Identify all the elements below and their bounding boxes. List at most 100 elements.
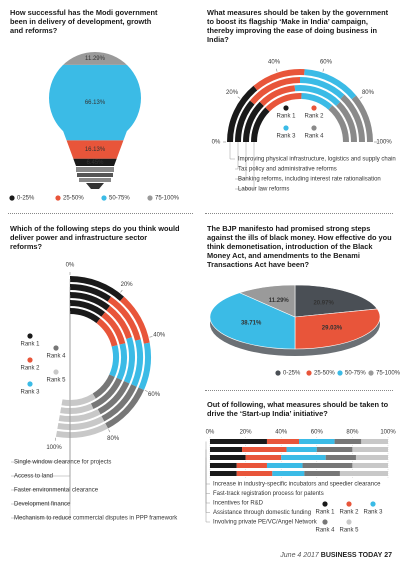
separator — [8, 213, 193, 214]
arc-segment — [227, 85, 258, 143]
arc-segment — [294, 85, 341, 107]
bar-segment — [245, 455, 282, 460]
legend-label: Rank 5 — [339, 528, 359, 534]
arc-segment — [61, 393, 96, 406]
legend-swatch — [311, 125, 317, 131]
category-label: Assistance through domestic funding — [213, 510, 311, 516]
legend-label: 50-75% — [109, 196, 130, 202]
leader-line — [235, 142, 247, 180]
tick-label: 60% — [320, 60, 333, 66]
legend-label: Rank 4 — [46, 354, 66, 360]
leader-line — [205, 473, 210, 523]
legend-swatch — [337, 370, 343, 376]
tick-label: 20% — [240, 430, 253, 436]
legend-swatch — [275, 370, 281, 376]
leader-line — [205, 441, 210, 485]
chart-title: Which of the following steps do you thin… — [10, 224, 180, 251]
tick-label: 40% — [275, 430, 288, 436]
radial-chart: 0% 20% 40% 60% 80% 100% Improving physical inf… — [212, 60, 396, 193]
leader-line — [11, 311, 71, 519]
bar-segment — [299, 439, 335, 444]
legend-label: Rank 3 — [20, 390, 40, 396]
legend-swatch — [147, 195, 153, 201]
category-label: Access to land — [14, 474, 53, 480]
bar-segment — [355, 455, 388, 460]
pie-slice — [209, 292, 296, 350]
bulb-segment — [49, 64, 141, 141]
footer-publication: BUSINESS TODAY — [320, 552, 383, 559]
legend-swatch — [53, 345, 59, 351]
arc-segment — [259, 85, 296, 107]
separator — [205, 390, 393, 391]
arc-segment — [351, 95, 373, 143]
bar-segment — [210, 447, 243, 452]
bulb-base — [79, 178, 111, 182]
tick-label: 20% — [226, 90, 239, 96]
tick-label: 20% — [121, 282, 134, 288]
bar-segment — [302, 463, 353, 468]
separator — [205, 213, 393, 214]
arc-segment — [340, 94, 365, 143]
leader-line — [205, 457, 210, 504]
bar-segment — [210, 439, 267, 444]
arc-segment — [131, 339, 143, 387]
arc-segment — [96, 318, 118, 347]
arc-segment — [335, 101, 357, 143]
bar-segment — [334, 439, 362, 444]
pie-slice — [294, 308, 381, 350]
arc-segment — [57, 416, 105, 430]
pie-slice — [238, 284, 296, 318]
legend-swatch — [346, 501, 352, 507]
radial-chart: 0% 20% 40% 60% 80% 100% Single window clearanc… — [11, 263, 178, 522]
legend-label: Rank 5 — [46, 378, 66, 384]
category-label: Involving private PE/VC/Angel Network — [213, 520, 318, 526]
bulb-tip — [86, 183, 104, 189]
arc-segment — [253, 69, 305, 91]
tick-label: 40% — [153, 332, 166, 338]
tick-label: 100% — [376, 140, 392, 146]
arc-segment — [97, 380, 130, 415]
bar-segment — [352, 463, 388, 468]
tick-mark — [108, 429, 111, 433]
legend-swatch — [346, 519, 352, 525]
legend-swatch — [27, 333, 33, 339]
arc-segment — [69, 276, 124, 302]
bulb-chart: 6.45% 16.13% 66.13% 11.29% 0-25% 25-50% 50-75%… — [9, 52, 180, 202]
leader-line — [235, 142, 255, 190]
tick-mark — [144, 390, 148, 392]
arc-segment — [69, 308, 101, 324]
bar-segment — [325, 455, 356, 460]
legend-swatch — [368, 370, 374, 376]
category-label: Incentives for R&D — [213, 501, 264, 507]
arc-segment — [249, 77, 301, 105]
bar-segment — [339, 471, 388, 476]
chart-title: The BJP manifesto had promised strong st… — [207, 224, 392, 269]
bulb-base — [76, 167, 114, 172]
bar-segment — [352, 447, 388, 452]
bulb-segment — [49, 140, 141, 159]
tick-label: 0% — [212, 140, 221, 146]
tick-label: 80% — [362, 90, 375, 96]
pie-chart: 20.97% 29.03% 38.71% 11.29% 0-25% 25-50% 50-75… — [209, 284, 400, 377]
legend-label: Rank 1 — [20, 342, 40, 348]
chart-title: How successful has the Modi government b… — [10, 8, 158, 35]
leader-line — [205, 449, 210, 494]
arc-segment — [299, 77, 345, 100]
bar-chart: 0% 20% 40% 60% 80% 100% Increase in industry-s… — [205, 430, 397, 534]
legend-swatch — [283, 105, 289, 111]
arc-segment — [304, 69, 357, 100]
legend-swatch — [55, 195, 61, 201]
arc-segment — [251, 107, 270, 143]
value-label: 38.71% — [241, 321, 262, 327]
legend-label: 0-25% — [17, 196, 35, 202]
arc-segment — [105, 387, 144, 429]
arc-segment — [55, 423, 109, 438]
tick-label: 0% — [206, 430, 215, 436]
tick-mark — [359, 96, 363, 99]
legend-label: Rank 1 — [315, 510, 335, 516]
chart-title: Out of following, what measures should b… — [207, 400, 389, 418]
tick-mark — [54, 437, 57, 441]
tick-label: 0% — [66, 263, 75, 269]
